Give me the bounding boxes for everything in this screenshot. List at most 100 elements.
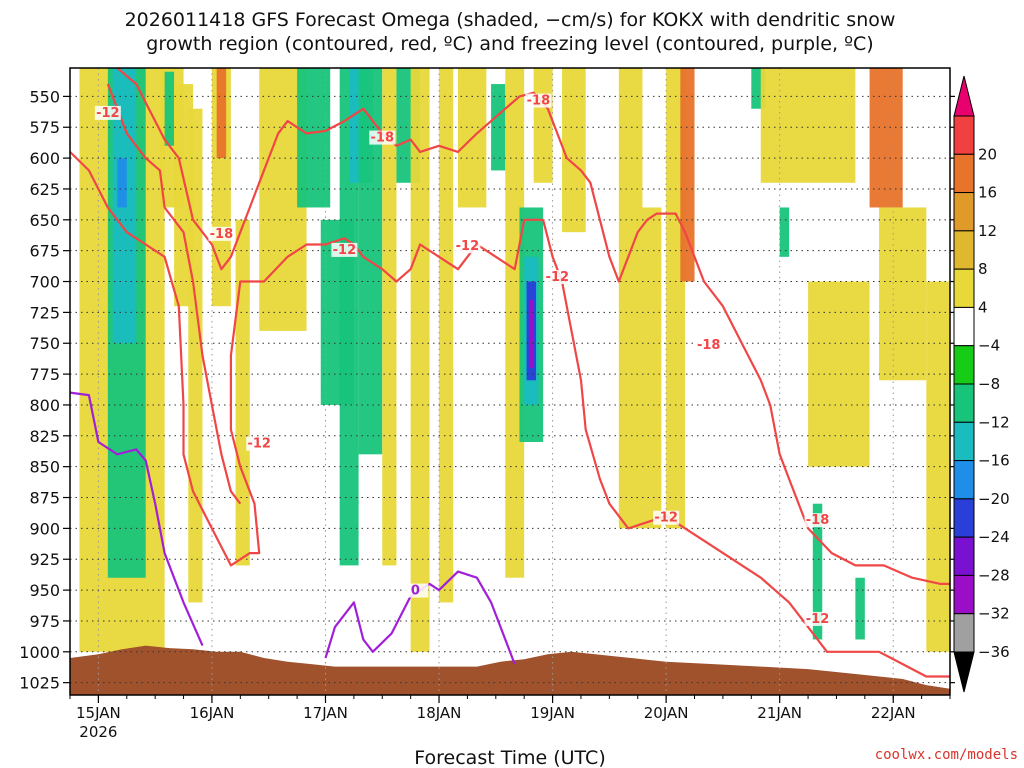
y-tick-label-2: 600 (29, 149, 60, 168)
x-tick-label-1: 16JAN (190, 704, 235, 722)
contour-label-bg-11 (804, 611, 831, 626)
contour-label-bg-3 (208, 226, 235, 241)
y-axis: 550 575 600 625 650 675 700 725 750 775 800 825 850 8… (19, 87, 955, 693)
omega-cell-14 (339, 68, 359, 566)
y-tick-label-8: 750 (29, 334, 60, 353)
colorbar-bin-8 (953, 383, 975, 423)
colorbar-bin-4 (953, 230, 975, 270)
contour-label-5: -12 (456, 239, 480, 254)
y-tick-label-17: 975 (29, 612, 60, 631)
colorbar-bin-2 (953, 153, 975, 194)
omega-cell-28 (533, 68, 553, 183)
contour-label-bg-12 (402, 583, 429, 598)
y-tick-label-0: 550 (29, 87, 60, 106)
omega-cell-19 (410, 68, 430, 652)
contour-label-bg-10 (804, 513, 831, 528)
y-tick-label-18: 1000 (19, 643, 60, 662)
omega-cell-36 (808, 281, 870, 467)
omega-cell-37 (869, 68, 903, 208)
omega-cell-12 (297, 68, 331, 208)
colorbar-label-13: −36 (978, 643, 1010, 661)
contour-label-bg-1 (369, 130, 396, 145)
y-tick-label-3: 625 (29, 180, 60, 199)
contour-label-bg-6 (544, 270, 571, 285)
contour-label-10: -18 (806, 513, 830, 528)
colorbar-bin-14 (953, 613, 975, 653)
contour-label-0: -12 (96, 106, 120, 121)
x-tick-label-3: 18JAN (417, 704, 462, 722)
omega-cell-30 (618, 68, 643, 529)
contour-label-bg-8 (246, 436, 273, 451)
omega-cell-27 (528, 300, 534, 368)
y-tick-label-6: 700 (29, 273, 60, 292)
omega-cell-17 (382, 68, 397, 566)
contour-label-6: -12 (546, 270, 570, 285)
colorbar-bin-10 (953, 460, 975, 500)
omega-cell-29 (562, 68, 586, 233)
x-tick-label-2: 17JAN (303, 704, 348, 722)
omega-cell-41 (855, 577, 865, 640)
contour--12-0 (69, 151, 950, 678)
omega-cell-39 (779, 207, 790, 257)
y-tick-label-5: 675 (29, 242, 60, 261)
colorbar-bin-13 (953, 574, 975, 615)
colorbar-label-10: −24 (978, 528, 1010, 546)
contour-label-4: -12 (333, 243, 357, 258)
omega-cell-38 (879, 207, 927, 381)
omega-cell-31 (642, 207, 662, 529)
colorbar-label-6: −8 (978, 375, 1000, 393)
chart-title-line1: 2026011418 GFS Forecast Omega (shaded, −… (125, 9, 896, 31)
y-tick-label-10: 800 (29, 396, 60, 415)
grid-layer (70, 68, 950, 695)
omega-cell-23 (505, 68, 525, 578)
omega-cell-35 (760, 68, 856, 183)
colorbar-label-3: 8 (978, 260, 988, 278)
omega-cell-10 (235, 219, 250, 566)
contour-label-bg-2 (525, 93, 552, 108)
contour-label-bg-0 (94, 105, 121, 120)
plot-frame (69, 67, 951, 696)
contour-label-bg-7 (695, 337, 722, 352)
contour-label-bg-9 (653, 510, 680, 525)
omega-cell-42 (926, 281, 950, 652)
y-tick-label-7: 725 (29, 303, 60, 322)
colorbar-bin-bottom (953, 651, 975, 693)
y-tick-label-4: 650 (29, 211, 60, 230)
colorbar-label-2: 12 (978, 222, 997, 240)
y-tick-label-16: 950 (29, 581, 60, 600)
y-tick-label-13: 875 (29, 489, 60, 508)
contour-label-bg-4 (331, 242, 358, 257)
contour-label-3: -18 (210, 227, 234, 242)
contour-label-7: -18 (697, 338, 721, 353)
y-tick-label-14: 900 (29, 519, 60, 538)
colorbar-label-1: 16 (978, 184, 997, 202)
contour--12-1 (106, 83, 242, 505)
x-tick-label-0: 15JAN (76, 704, 121, 722)
omega-shading-layer (79, 68, 950, 652)
x-tick-label-7: 22JAN (871, 704, 916, 722)
colorbar-label-11: −28 (978, 566, 1010, 584)
colorbar-bin-top (953, 75, 975, 117)
omega-cell-9 (216, 68, 227, 159)
colorbar-label-9: −20 (978, 490, 1010, 508)
y-tick-label-1: 575 (29, 118, 60, 137)
contour-label-layer: -12 -18 -18 -18 -12 -12 -12 -18 -12 -12 -18 -12 0 (94, 93, 831, 627)
colorbar-bin-11 (953, 498, 975, 538)
omega-cell-5 (164, 71, 175, 146)
colorbar-label-4: 4 (978, 298, 988, 316)
y-tick-label-12: 850 (29, 458, 60, 477)
contour-0-3 (69, 391, 204, 647)
y-tick-label-15: 925 (29, 550, 60, 569)
colorbar-label-0: 20 (978, 145, 997, 163)
omega-cell-3 (117, 158, 127, 208)
plot-area: -12 -18 -18 -18 -12 -12 -12 -18 -12 -12 -18 -12 0 (69, 67, 951, 696)
colorbar: 20 16 12 8 4 −4 −8 −12 −16 −20 −24 −28 −32 −36 (953, 75, 1010, 693)
colorbar-bin-7 (953, 345, 975, 385)
omega-cell-40 (812, 503, 823, 640)
contour-label-8: -12 (247, 437, 271, 452)
x-tick-label-5: 20JAN (644, 704, 689, 722)
credit-text: coolwx.com/models (875, 747, 1018, 763)
colorbar-bin-12 (953, 536, 975, 576)
